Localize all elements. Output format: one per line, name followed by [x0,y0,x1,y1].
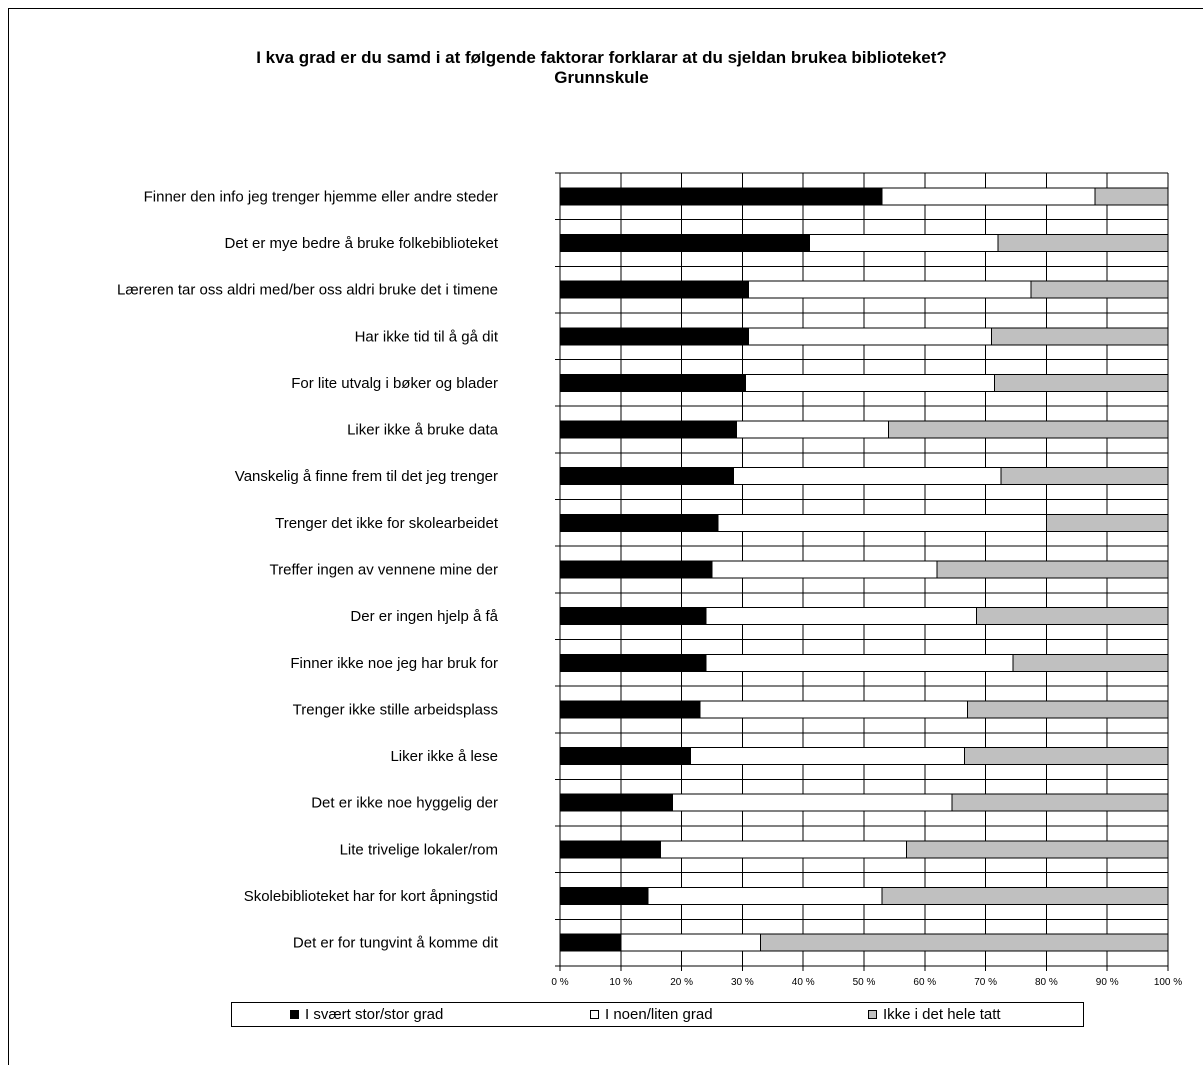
bar-10-series-1 [705,653,1014,672]
bar-5-series-0 [559,420,737,439]
x-tick-label-0: 0 % [551,977,568,988]
bar-9-series-1 [705,607,977,626]
bar-2-series-2 [1030,280,1169,299]
bar-7-series-2 [1045,513,1169,532]
bar-11-series-2 [966,700,1169,719]
category-label-14: Lite trivelige lokaler/rom [340,841,498,858]
bar-1-series-2 [997,233,1169,252]
bar-3-series-0 [559,327,749,346]
legend-label-0: I svært stor/stor grad [305,1006,444,1023]
bar-1-series-1 [808,233,999,252]
bar-8-series-2 [936,560,1169,579]
category-label-15: Skolebiblioteket har for kort åpningstid [244,888,498,905]
bar-3-series-1 [747,327,993,346]
x-tick-label-9: 90 % [1096,977,1119,988]
legend-swatch-0 [290,1010,299,1019]
bar-1-series-0 [559,233,810,252]
category-label-7: Trenger det ikke for skolearbeidet [275,515,499,532]
bar-16-series-2 [760,933,1169,952]
x-tick-label-3: 30 % [731,977,754,988]
bar-10-series-0 [559,653,707,672]
bar-12-series-1 [690,747,965,766]
bar-15-series-0 [559,887,649,906]
category-label-13: Det er ikke noe hyggelig der [311,795,498,812]
x-tick-label-10: 100 % [1154,977,1182,988]
bar-8-series-0 [559,560,713,579]
legend-item-2: Ikke i det hele tatt [868,1006,1001,1023]
bar-15-series-2 [881,887,1169,906]
chart-title-block: I kva grad er du samd i at følgende fakt… [0,48,1203,88]
bar-7-series-0 [559,513,719,532]
bar-4-series-0 [559,373,746,392]
category-label-16: Det er for tungvint å komme dit [293,935,499,952]
bar-6-series-0 [559,467,734,486]
bar-0-series-0 [559,187,883,206]
legend-swatch-2 [868,1010,877,1019]
x-tick-label-5: 50 % [853,977,876,988]
chart-title: I kva grad er du samd i at følgende fakt… [256,48,947,67]
bar-9-series-2 [975,607,1169,626]
bar-0-series-2 [1094,187,1169,206]
category-label-2: Læreren tar oss aldri med/ber oss aldri … [117,282,498,299]
bar-15-series-1 [647,887,883,906]
bar-14-series-0 [559,840,661,859]
legend-item-0: I svært stor/stor grad [290,1006,443,1023]
bar-11-series-1 [699,700,968,719]
bar-9-series-0 [559,607,707,626]
category-label-11: Trenger ikke stille arbeidsplass [293,701,498,718]
legend-label-2: Ikke i det hele tatt [883,1006,1001,1023]
bar-5-series-1 [735,420,889,439]
bar-2-series-0 [559,280,749,299]
category-label-4: For lite utvalg i bøker og blader [291,375,498,392]
category-label-8: Treffer ingen av vennene mine der [270,562,498,579]
category-label-12: Liker ikke å lese [390,748,498,765]
bar-16-series-1 [620,933,762,952]
category-label-5: Liker ikke å bruke data [347,422,499,439]
bar-14-series-2 [906,840,1169,859]
category-label-3: Har ikke tid til å gå dit [355,328,499,345]
bar-12-series-0 [559,747,692,766]
bar-13-series-1 [671,793,953,812]
bar-7-series-1 [717,513,1047,532]
category-label-6: Vanskelig å finne frem til det jeg treng… [235,468,498,485]
category-label-9: Der er ingen hjelp å få [350,608,498,625]
bar-0-series-1 [881,187,1096,206]
bar-10-series-2 [1012,653,1169,672]
x-tick-label-7: 70 % [974,977,997,988]
bar-12-series-2 [963,747,1169,766]
bar-6-series-1 [732,467,1002,486]
x-tick-label-2: 20 % [670,977,693,988]
chart-subtitle: Grunnskule [554,68,649,87]
bar-4-series-2 [994,373,1169,392]
x-tick-label-6: 60 % [913,977,936,988]
bar-3-series-2 [991,327,1169,346]
x-tick-label-1: 10 % [609,977,632,988]
bar-4-series-1 [744,373,996,392]
bar-8-series-1 [711,560,938,579]
legend-swatch-1 [590,1010,599,1019]
bar-14-series-1 [659,840,908,859]
x-tick-label-4: 40 % [792,977,815,988]
legend-item-1: I noen/liten grad [590,1006,713,1023]
bar-5-series-2 [887,420,1169,439]
category-label-10: Finner ikke noe jeg har bruk for [290,655,498,672]
bar-2-series-1 [747,280,1032,299]
stacked-bar-chart: 0 % 10 % 20 % 30 % 40 % 50 % 60 % 70 % 80 % 90 % 1… [117,172,1182,988]
category-label-0: Finner den info jeg trenger hjemme eller… [144,188,498,205]
x-tick-label-8: 80 % [1035,977,1058,988]
bar-11-series-0 [559,700,701,719]
chart-frame [8,8,1203,1065]
chart-legend: I svært stor/stor grad I noen/liten grad… [231,1002,1084,1027]
bar-13-series-0 [559,793,673,812]
bar-16-series-0 [559,933,622,952]
bar-13-series-2 [951,793,1169,812]
legend-label-1: I noen/liten grad [605,1006,713,1023]
bar-6-series-2 [1000,467,1169,486]
category-label-1: Det er mye bedre å bruke folkebiblioteke… [225,235,499,252]
